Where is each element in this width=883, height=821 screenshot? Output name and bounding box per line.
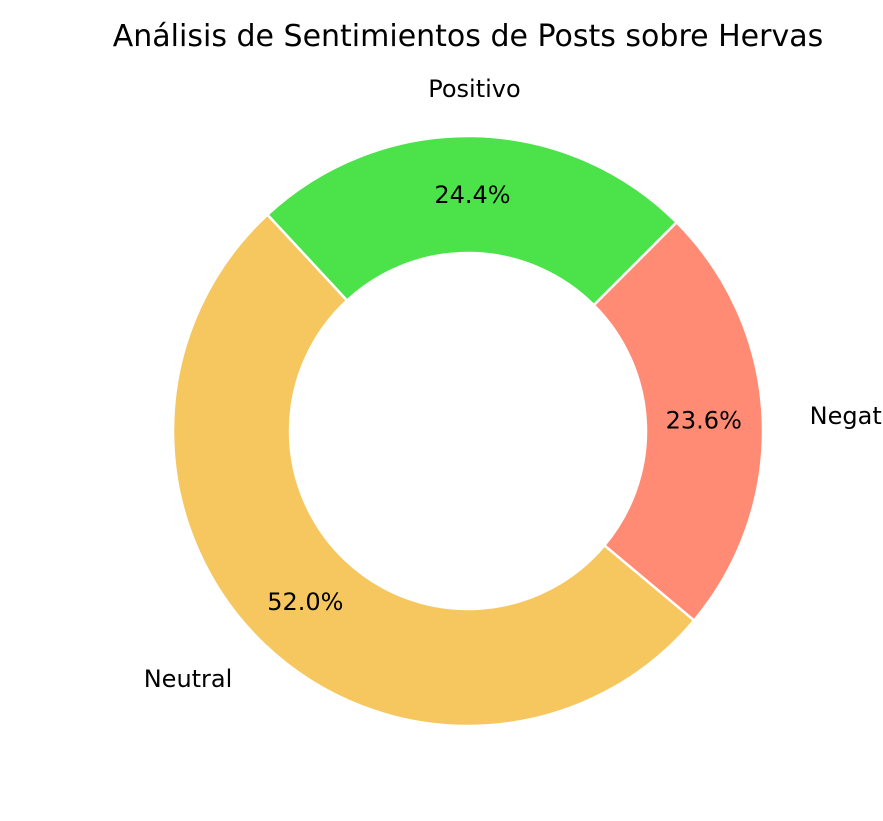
category-label-negativo: Negativo xyxy=(810,402,883,430)
percent-label-positivo: 24.4% xyxy=(434,181,510,209)
category-label-neutral: Neutral xyxy=(144,665,233,693)
slice-positivo xyxy=(266,134,678,307)
category-label-positivo: Positivo xyxy=(428,75,520,103)
percent-label-neutral: 52.0% xyxy=(267,588,343,616)
donut-labels: Positivo 24.4% Neutral 52.0% Negativo 23.6% xyxy=(144,75,883,693)
donut-slices xyxy=(171,134,765,728)
slice-negativo xyxy=(592,221,765,622)
chart-title: Análisis de Sentimientos de Posts sobre … xyxy=(113,19,823,54)
slice-neutral xyxy=(171,213,696,728)
percent-label-negativo: 23.6% xyxy=(666,407,742,435)
